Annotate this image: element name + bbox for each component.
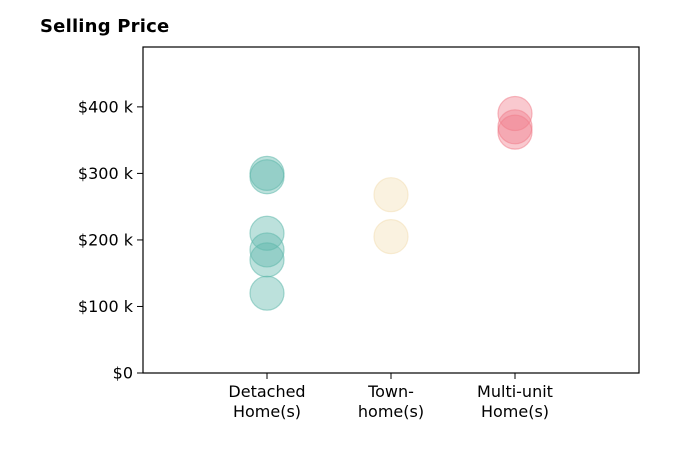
data-point xyxy=(249,232,285,268)
x-tick-label-line: Home(s) xyxy=(233,402,301,421)
x-tick-label: Multi-unit Home(s) xyxy=(477,382,553,421)
data-point xyxy=(497,95,533,132)
data-point xyxy=(497,114,533,150)
chart-title: Selling Price xyxy=(40,16,170,37)
x-tick-label: Detached Home(s) xyxy=(228,382,305,421)
data-point xyxy=(373,219,409,255)
data-point xyxy=(373,177,409,213)
y-tick-label: $400 k xyxy=(78,97,134,116)
x-tick-label: Town-home(s) xyxy=(358,382,424,421)
x-tick-label-line: Home(s) xyxy=(481,402,549,421)
y-tick-label: $100 k xyxy=(78,297,134,316)
y-tick-label: $200 k xyxy=(78,230,134,249)
data-point xyxy=(249,242,285,278)
y-tick-label: $300 k xyxy=(78,164,134,183)
y-axis: $0 $100 k $200 k $300 k $400 k xyxy=(78,97,143,383)
data-point xyxy=(249,275,285,311)
data-point xyxy=(249,159,285,195)
data-point xyxy=(497,109,533,145)
x-tick-label-line: Multi-unit xyxy=(477,382,553,401)
x-tick-label-line: Detached xyxy=(228,382,305,401)
points-layer xyxy=(249,95,533,311)
y-tick-label: $0 xyxy=(113,364,133,383)
x-tick-label-line: Town- xyxy=(367,382,414,401)
x-axis: Detached Home(s)Town-home(s)Multi-unit Hom… xyxy=(228,373,553,421)
x-tick-label-line: home(s) xyxy=(358,402,424,421)
